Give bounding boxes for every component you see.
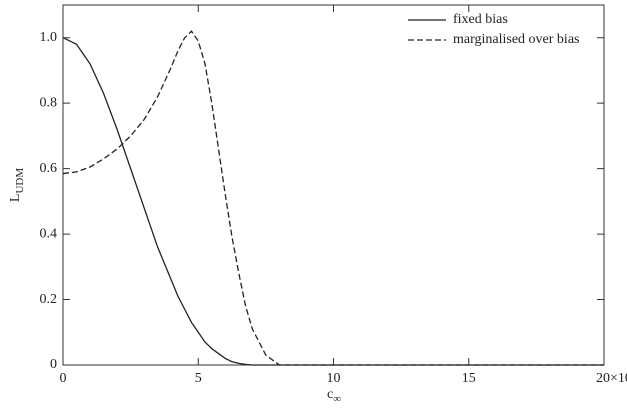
plot-frame — [62, 4, 605, 366]
y-label-base: L — [8, 194, 23, 203]
y-axis-label: LUDM — [8, 168, 25, 202]
series-line — [62, 30, 604, 366]
y-tick-label: 1.0 — [40, 30, 58, 45]
x-tick-label: 0 — [60, 371, 67, 386]
y-tick-label: 0.4 — [40, 226, 58, 241]
y-tick-label: 0.8 — [40, 95, 58, 110]
x-tick-label: 10 — [327, 371, 341, 386]
x-label-base: c — [327, 387, 333, 402]
y-label-subscript: UDM — [14, 168, 26, 194]
y-tick-label: 0 — [50, 357, 57, 372]
x-label-subscript: ∞ — [333, 393, 341, 405]
legend-label: fixed bias — [453, 12, 508, 27]
legend-label: marginalised over bias — [453, 32, 580, 47]
series-line — [62, 37, 604, 366]
x-tick-label: 5 — [195, 371, 202, 386]
x-tick-label: 15 — [462, 371, 476, 386]
y-tick-label: 0.2 — [40, 292, 58, 307]
y-tick-label: 0.6 — [40, 161, 58, 176]
x-axis-label: c∞ — [327, 387, 341, 404]
x-tick-label: 20×10⁻⁴ — [596, 371, 627, 386]
